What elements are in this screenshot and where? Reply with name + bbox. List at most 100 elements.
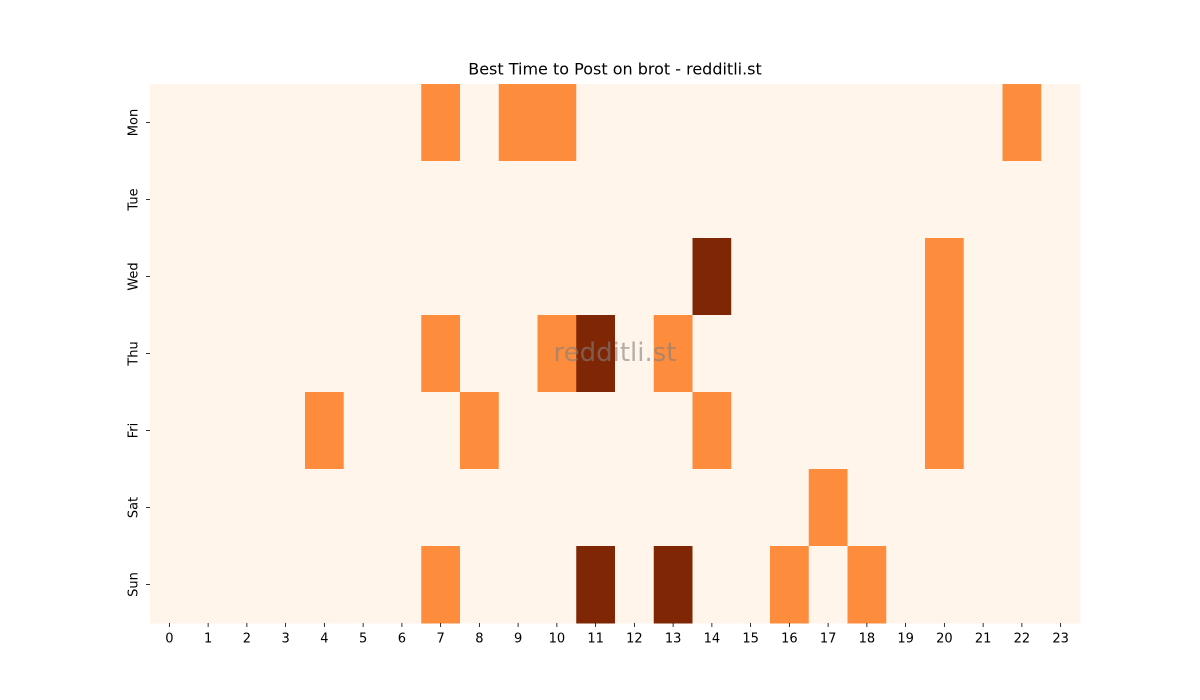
heat-cell: [731, 161, 771, 239]
heat-cell: [808, 546, 848, 624]
heat-cell: [343, 84, 383, 162]
heat-cell: [188, 84, 228, 162]
heat-cell: [615, 315, 655, 393]
heat-cell: [770, 546, 810, 624]
heat-cell: [305, 546, 345, 624]
x-tick-label: 14: [704, 632, 721, 647]
heat-cell: [460, 469, 500, 547]
heat-cell: [343, 238, 383, 316]
heat-cell: [498, 84, 538, 162]
heat-cell: [266, 161, 306, 239]
heat-cell: [498, 469, 538, 547]
heat-cell: [963, 469, 1003, 547]
heat-cell: [227, 315, 267, 393]
heat-cell: [692, 315, 732, 393]
heat-cell: [692, 161, 732, 239]
heat-cell: [731, 84, 771, 162]
heat-cell: [1041, 84, 1081, 162]
heat-cell: [847, 315, 887, 393]
heat-cell: [615, 84, 655, 162]
heat-cell: [537, 392, 577, 470]
heat-cell: [227, 161, 267, 239]
heat-cell: [150, 84, 190, 162]
heat-cell: [421, 469, 461, 547]
heat-cell: [382, 315, 422, 393]
x-tick-label: 15: [742, 632, 759, 647]
x-tick-label: 2: [243, 632, 251, 647]
heat-cell: [925, 546, 965, 624]
heat-cell: [963, 546, 1003, 624]
heat-cell: [770, 392, 810, 470]
heat-cell: [615, 238, 655, 316]
heat-cell: [770, 161, 810, 239]
heat-cell: [886, 469, 926, 547]
x-tick-label: 0: [165, 632, 173, 647]
heat-cell: [421, 84, 461, 162]
x-tick-label: 16: [781, 632, 798, 647]
heat-cell: [227, 238, 267, 316]
heat-cell: [382, 161, 422, 239]
heat-cell: [266, 238, 306, 316]
heat-cell: [925, 161, 965, 239]
heat-cell: [653, 315, 693, 393]
heat-cell: [925, 238, 965, 316]
x-tick-label: 13: [665, 632, 682, 647]
heat-cell: [808, 392, 848, 470]
heat-cell: [382, 469, 422, 547]
heat-cell: [460, 84, 500, 162]
heat-cell: [460, 392, 500, 470]
heat-cell: [537, 546, 577, 624]
heat-cell: [770, 315, 810, 393]
heat-cell: [886, 546, 926, 624]
heat-cell: [537, 161, 577, 239]
heat-cell: [227, 392, 267, 470]
x-tick-label: 8: [475, 632, 483, 647]
heat-cell: [692, 392, 732, 470]
x-tick-label: 22: [1014, 632, 1031, 647]
y-tick-label: Sat: [127, 497, 142, 518]
heat-cell: [653, 84, 693, 162]
heat-cell: [421, 161, 461, 239]
heat-cell: [305, 392, 345, 470]
heat-cell: [808, 84, 848, 162]
heat-cell: [847, 469, 887, 547]
heat-cell: [227, 546, 267, 624]
heat-cell: [188, 392, 228, 470]
heat-cell: [421, 546, 461, 624]
x-tick-label: 12: [626, 632, 643, 647]
heat-cell: [498, 315, 538, 393]
heat-cell: [653, 161, 693, 239]
heat-cell: [305, 469, 345, 547]
heat-cell: [1041, 392, 1081, 470]
heat-cell: [1041, 161, 1081, 239]
heat-cell: [1002, 546, 1042, 624]
heat-cell: [188, 238, 228, 316]
heat-cell: [537, 469, 577, 547]
heat-cell: [770, 469, 810, 547]
heat-cell: [1041, 315, 1081, 393]
chart-title: Best Time to Post on brot - redditli.st: [468, 60, 762, 79]
heat-cell: [886, 161, 926, 239]
heat-cell: [150, 238, 190, 316]
heat-cell: [537, 315, 577, 393]
heat-cell: [460, 161, 500, 239]
heat-cell: [266, 546, 306, 624]
x-tick-label: 20: [936, 632, 953, 647]
heat-cell: [615, 546, 655, 624]
x-tick-label: 5: [359, 632, 367, 647]
heat-cell: [305, 238, 345, 316]
heat-cell: [460, 315, 500, 393]
heat-cell: [731, 315, 771, 393]
heat-cell: [692, 546, 732, 624]
heat-cell: [305, 161, 345, 239]
heat-cell: [770, 238, 810, 316]
heat-cell: [808, 238, 848, 316]
heat-cell: [227, 469, 267, 547]
heat-cell: [188, 315, 228, 393]
heat-cell: [188, 161, 228, 239]
heat-cell: [963, 315, 1003, 393]
heat-cell: [925, 469, 965, 547]
x-tick-label: 7: [436, 632, 444, 647]
